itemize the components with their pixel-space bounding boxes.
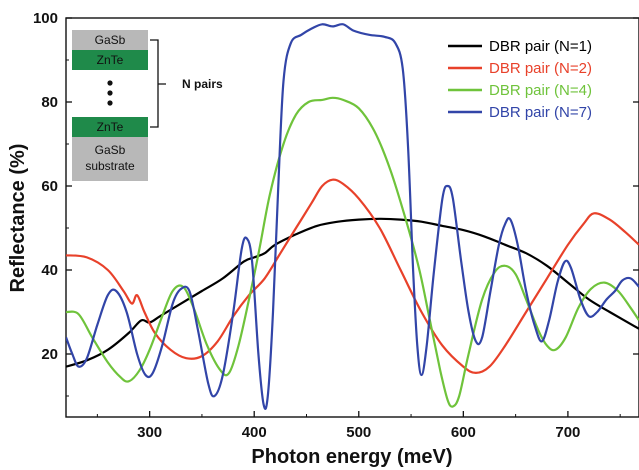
- ellipsis-dot-3: [107, 100, 113, 106]
- y-tick-label: 100: [33, 10, 58, 27]
- x-tick-label: 500: [346, 424, 371, 441]
- znte-top-layer: [72, 50, 148, 70]
- x-axis-ticks: 300 400 500 600 700: [96, 411, 621, 441]
- y-tick-label: 80: [41, 94, 58, 111]
- series-line-n7: [66, 23, 639, 410]
- y-axis-title: Reflectance (%): [7, 144, 29, 293]
- legend-label: DBR pair (N=2): [489, 60, 592, 77]
- x-axis-title: Photon energy (meV): [251, 446, 452, 468]
- series-lines: [66, 23, 639, 410]
- znte-top-label: ZnTe: [97, 53, 124, 67]
- y-tick-label: 40: [41, 262, 58, 279]
- legend-label: DBR pair (N=1): [489, 38, 592, 55]
- series-line-n2: [66, 178, 639, 374]
- x-tick-label: 700: [555, 424, 580, 441]
- gasb-substrate-label-line2: substrate: [85, 159, 135, 173]
- ellipsis-dot-1: [107, 80, 113, 86]
- legend: DBR pair (N=1) DBR pair (N=2) DBR pair (N=…: [448, 38, 592, 121]
- gasb-top-layer: [72, 30, 148, 50]
- layer-stack-inset: GaSb ZnTe ZnTe GaSb substrate N pairs: [72, 30, 223, 181]
- gasb-substrate-label-line1: GaSb: [95, 143, 126, 157]
- n-pairs-label: N pairs: [182, 77, 223, 91]
- znte-bottom-layer: [72, 117, 148, 137]
- legend-label: DBR pair (N=7): [489, 104, 592, 121]
- gasb-substrate-layer: [72, 137, 148, 181]
- ellipsis-dot-2: [107, 90, 113, 96]
- n-pairs-bracket: [150, 39, 166, 128]
- legend-label: DBR pair (N=4): [489, 82, 592, 99]
- znte-bottom-label: ZnTe: [97, 120, 124, 134]
- y-tick-label: 60: [41, 178, 58, 195]
- y-axis-ticks: 20 40 60 80 100: [33, 10, 639, 397]
- gasb-top-label: GaSb: [95, 33, 126, 47]
- x-tick-label: 300: [137, 424, 162, 441]
- x-tick-label: 600: [451, 424, 476, 441]
- series-line-n4: [66, 96, 639, 408]
- plot-frame: [65, 17, 639, 418]
- x-tick-label: 400: [242, 424, 267, 441]
- y-tick-label: 20: [41, 346, 58, 363]
